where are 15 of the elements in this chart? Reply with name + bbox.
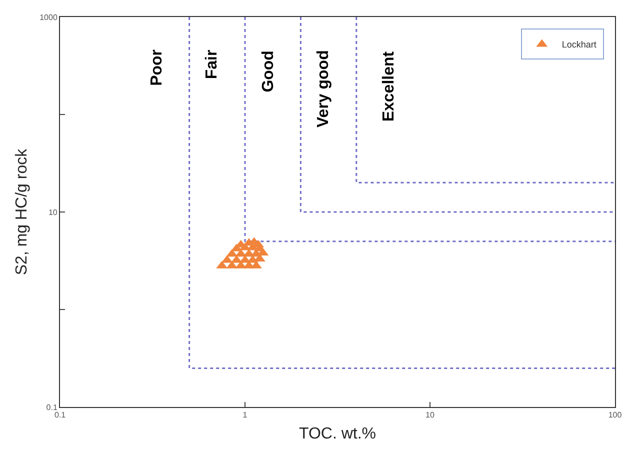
y-tick-label: 10 [48,208,58,217]
legend-label: Lockhart [562,40,597,50]
x-tick-label: 10 [426,410,435,420]
y-tick-label: 1000 [40,12,58,22]
x-tick-label: 100 [608,410,622,420]
annotation: Very good [315,50,332,128]
x-tick-label: 0.1 [54,410,66,420]
annotation: Good [260,50,277,92]
y-axis-title: S2, mg HC/g rock [14,148,31,276]
annotation: Fair [204,50,221,80]
x-axis-title: TOC. wt.% [298,425,376,442]
annotation: Excellent [380,50,398,122]
annotation: Poor [148,49,166,86]
y-tick-label: 0.1 [46,402,58,412]
x-tick-label: 1 [242,410,248,420]
